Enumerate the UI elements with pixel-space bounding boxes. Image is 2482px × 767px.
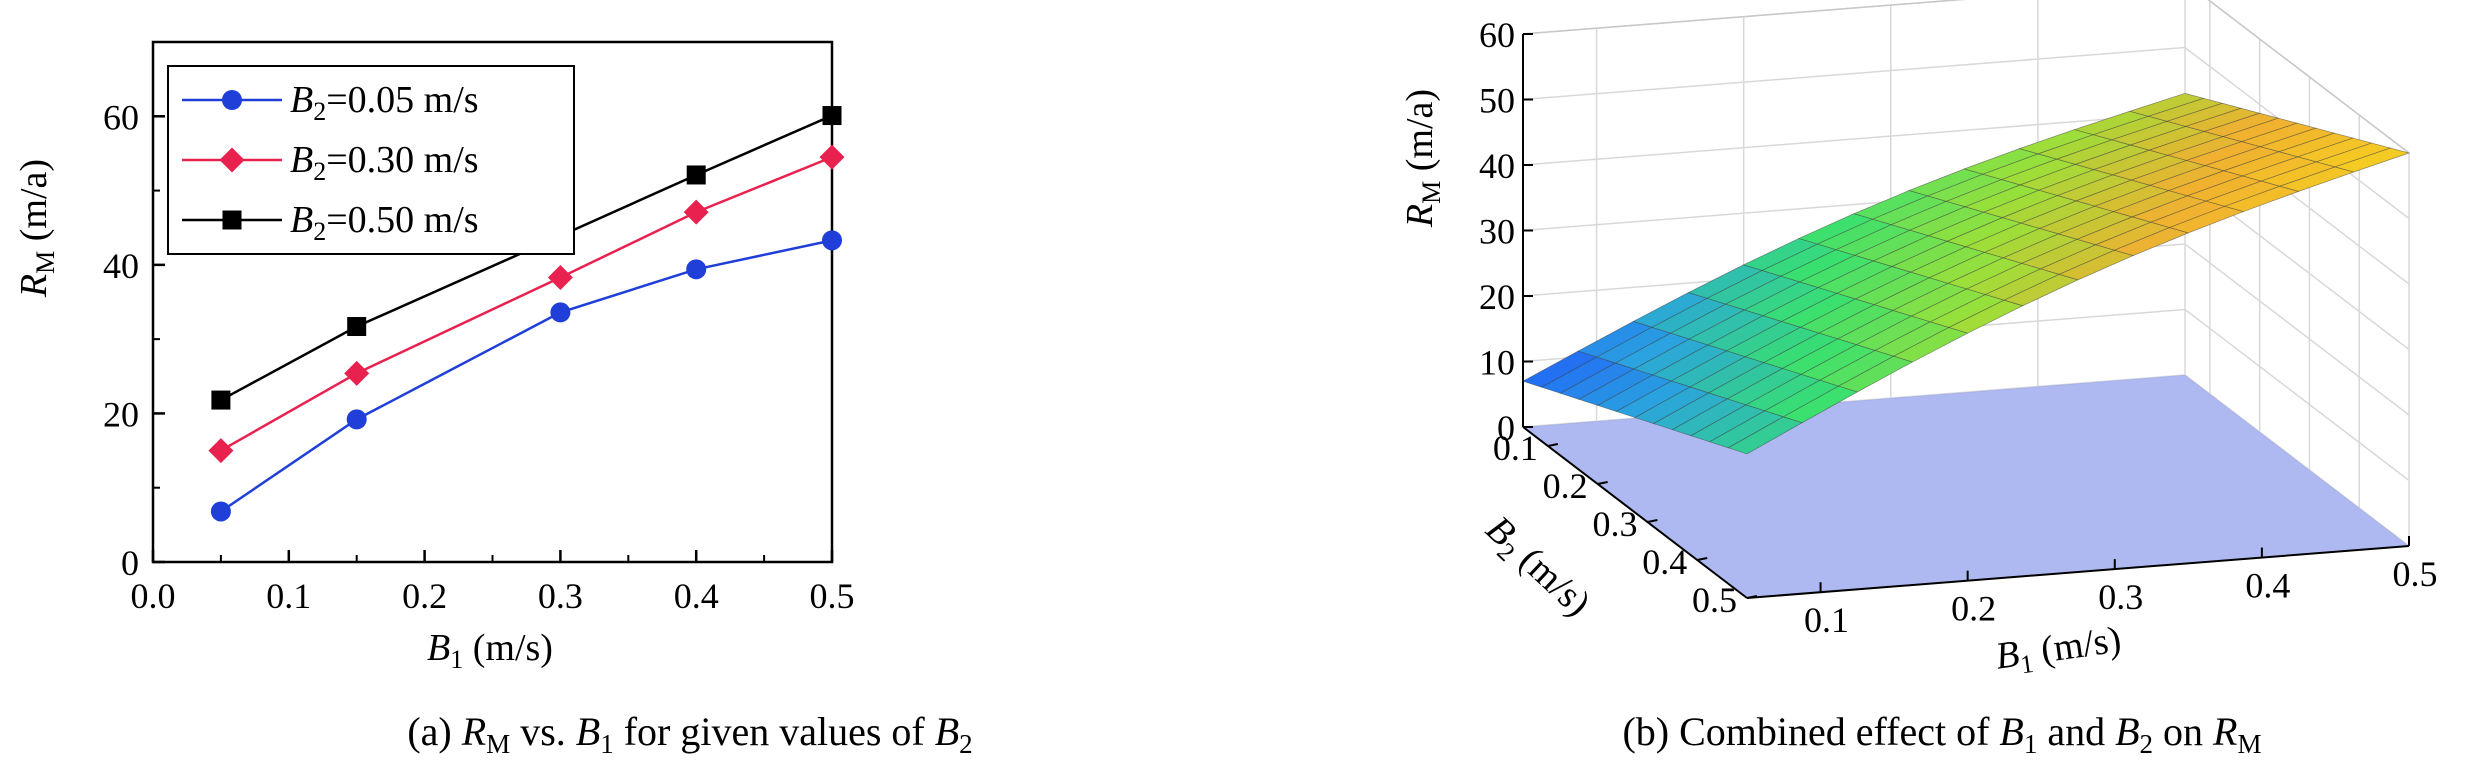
y-tick-mark: [1697, 557, 1708, 561]
data-point: [346, 409, 367, 430]
series-line-0: [220, 239, 833, 513]
data-point: [822, 106, 842, 126]
surface-patch: [2333, 147, 2411, 173]
line-chart: 0.0 0.1 0.2 0.3 0.4 0.5 0 20 40 60 RM (m/a) B1 (…: [13, 40, 973, 759]
legend-items: [182, 90, 282, 230]
data-point: [211, 390, 231, 410]
z-tick-label: 40: [1479, 146, 1515, 186]
z-tick-label: 50: [1479, 81, 1515, 121]
y-tick-mark: [1647, 519, 1658, 523]
x-axis-label: B1 (m/s): [1993, 619, 2124, 683]
legend-label-2: B2=0.50 m/s: [290, 199, 479, 246]
caption-a: (a) RM vs. B1 for given values of B2: [407, 709, 972, 759]
y-axis-label: RM (m/a): [13, 159, 60, 298]
z-tick-label: 10: [1479, 343, 1515, 383]
x-tick-label: 0.4: [674, 576, 719, 616]
data-point: [550, 302, 571, 323]
y-tick-label: 40: [103, 246, 139, 286]
data-point: [210, 501, 231, 522]
y-tick-mark: [1597, 481, 1608, 485]
data-point: [208, 438, 234, 464]
box-top-edge: [1522, 0, 2410, 154]
y-tick-label: 0.1: [1493, 428, 1538, 468]
y-tick-mark: [1746, 595, 1758, 599]
legend-label-0: B2=0.05 m/s: [290, 79, 479, 126]
legend-marker-1: [219, 147, 245, 173]
x-tick-label: 0.1: [1804, 600, 1849, 640]
legend-label-1: B2=0.30 m/s: [290, 139, 479, 186]
x-tick-label: 0.2: [1951, 589, 1996, 629]
x-tick-label: 0.3: [538, 576, 583, 616]
y-tick-label: 0.2: [1543, 466, 1588, 506]
y-tick-label: 0: [121, 543, 139, 583]
y-tick-label: 0.5: [1692, 580, 1737, 620]
x-tick-label: 0.3: [2098, 577, 2143, 617]
x-tick-label: 0.2: [402, 576, 447, 616]
x-axis-label: B1 (m/s): [427, 627, 553, 674]
data-point: [347, 317, 367, 337]
x-tick-label: 0.5: [2393, 554, 2438, 594]
x-tick-label: 0.1: [266, 576, 311, 616]
z-axis-label: RM (m/a): [1399, 89, 1446, 228]
z-tick-label: 30: [1479, 212, 1515, 252]
data-point: [686, 165, 706, 185]
y-tick-label: 0.4: [1642, 542, 1687, 582]
data-point: [686, 259, 707, 280]
y-tick-label: 60: [103, 97, 139, 137]
data-point: [822, 230, 842, 251]
data-point: [344, 360, 370, 386]
y-ticks: 0.10.20.30.40.5: [1493, 428, 1758, 620]
x-tick-label: 0.5: [810, 576, 855, 616]
x-ticks: 0.0 0.1 0.2 0.3 0.4 0.5: [131, 550, 855, 616]
z-tick-label: 60: [1479, 15, 1515, 55]
y-ticks: 0 20 40 60: [103, 41, 165, 583]
legend: B2=0.05 m/s B2=0.30 m/s B2=0.50 m/s: [167, 65, 575, 255]
z-tick-label: 0: [1497, 408, 1515, 448]
surface-mesh: [1522, 92, 2411, 455]
y-axis-line: [1522, 426, 1748, 599]
data-point: [819, 144, 845, 170]
legend-marker-2: [222, 210, 242, 230]
caption-b: (b) Combined effect of B1 and B2 on RM: [1622, 709, 2261, 759]
x-tick-label: 0.0: [131, 576, 176, 616]
legend-marker-0: [222, 90, 242, 110]
z-ticks: 0 10 20 30 40 50 60: [1479, 15, 1533, 448]
y-tick-label: 0.3: [1592, 504, 1637, 544]
y-tick-label: 20: [103, 394, 139, 434]
y-axis-label: B2 (m/s): [1474, 508, 1598, 628]
data-point: [683, 199, 709, 225]
z-tick-label: 20: [1479, 277, 1515, 317]
data-point: [547, 264, 573, 290]
x-tick-label: 0.4: [2245, 566, 2290, 606]
y-tick-mark: [1547, 443, 1559, 447]
x-ticks: 0.1 0.2 0.3 0.4 0.5: [1804, 536, 2438, 640]
x-axis-line: [1746, 545, 2410, 599]
